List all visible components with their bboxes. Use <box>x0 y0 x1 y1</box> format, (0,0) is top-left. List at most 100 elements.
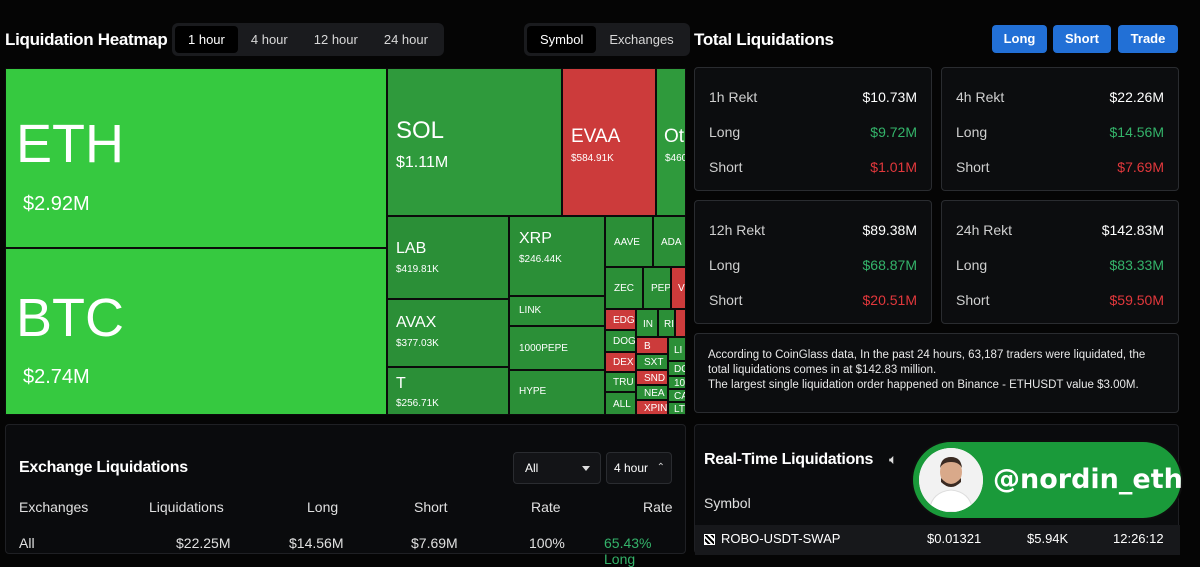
tab-symbol[interactable]: Symbol <box>527 26 597 53</box>
tile-t[interactable]: T $256.71K <box>387 367 509 415</box>
long-label: Long <box>709 124 741 140</box>
tile-xrp[interactable]: XRP $246.44K <box>509 216 605 296</box>
tab-4-hour[interactable]: 4 hour <box>250 32 288 47</box>
tile-v[interactable]: V <box>671 267 686 309</box>
trade-button[interactable]: Trade <box>1118 25 1178 53</box>
tile-b[interactable]: B <box>636 337 668 354</box>
sort-icon: ⌃ <box>656 462 665 473</box>
tile-all[interactable]: ALL <box>605 392 636 415</box>
exchange-title: Exchange Liquidations <box>19 459 188 476</box>
tile-sxt-name: SXT <box>644 357 664 368</box>
tile-nea[interactable]: NEA <box>636 385 668 400</box>
rekt-card-4h: 4h Rekt $22.26M Long $14.56M Short $7.69M <box>941 67 1179 191</box>
mute-icon[interactable]: 🔈︎ <box>889 451 898 467</box>
tile-ri[interactable]: RI <box>658 309 675 337</box>
rekt-total: $142.83M <box>1101 222 1164 238</box>
row-symbol: ROBO-USDT-SWAP <box>721 531 841 546</box>
caret-down-icon <box>582 466 590 471</box>
tile-evaa[interactable]: EVAA $584.91K <box>562 68 656 216</box>
col-rate[interactable]: Rate <box>531 499 561 515</box>
tile-pep-name: PEP <box>651 283 671 294</box>
summary-line-1: According to CoinGlass data, In the past… <box>708 349 1146 361</box>
tile-tru[interactable]: TRU <box>605 372 636 392</box>
short-button[interactable]: Short <box>1053 25 1111 53</box>
row-all-long-rate: 65.43% Long <box>604 535 652 567</box>
summary-line-2: total liquidations comes in at $142.83 m… <box>708 364 937 376</box>
tile-xpin[interactable]: XPIN <box>636 400 668 415</box>
tab-exchanges[interactable]: Exchanges <box>609 32 674 47</box>
rekt-period: 12h Rekt <box>709 222 766 238</box>
tile-avax[interactable]: AVAX $377.03K <box>387 299 509 367</box>
realtime-title: Real-Time Liquidations <box>704 451 874 468</box>
tab-1-hour[interactable]: 1 hour <box>175 26 238 53</box>
tile-edg[interactable]: EDG <box>605 309 636 330</box>
tile-eth[interactable]: ETH $2.92M <box>5 68 387 248</box>
liquidation-summary: According to CoinGlass data, In the past… <box>694 333 1179 413</box>
tile-link[interactable]: LINK <box>509 296 605 326</box>
exchange-period-select[interactable]: 4 hour ⌃ <box>606 452 672 484</box>
tile-dog[interactable]: DOG <box>605 330 636 352</box>
tile-10-name: 10 <box>674 378 686 389</box>
tile-lab[interactable]: LAB $419.81K <box>387 216 509 299</box>
tile-in[interactable]: IN <box>636 309 658 337</box>
tile-dex-name: DEX <box>613 357 634 368</box>
tile-ri-name: RI <box>664 319 674 330</box>
tile-li[interactable]: LI <box>668 337 686 361</box>
tile-ca[interactable]: CA <box>668 389 686 402</box>
tile-pep[interactable]: PEP <box>643 267 671 309</box>
short-label: Short <box>709 159 743 175</box>
tile-zec[interactable]: ZEC <box>605 267 643 309</box>
rekt-card-1h: 1h Rekt $10.73M Long $9.72M Short $1.01M <box>694 67 932 191</box>
long-value: $14.56M <box>1109 124 1164 140</box>
tile-edge-small[interactable] <box>675 309 686 337</box>
tile-li-name: LI <box>674 345 683 356</box>
col-long[interactable]: Long <box>307 499 339 515</box>
tile-lt-name: LT <box>674 404 685 415</box>
col-short[interactable]: Short <box>414 499 448 515</box>
tile-ada[interactable]: ADA <box>653 216 686 267</box>
tile-btc[interactable]: BTC $2.74M <box>5 248 387 415</box>
avatar-portrait-icon <box>919 448 983 512</box>
col-rate-2[interactable]: Rate <box>643 499 673 515</box>
tile-sol-value: $1.11M <box>396 154 449 171</box>
tile-dex[interactable]: DEX <box>605 352 636 372</box>
tile-snd[interactable]: SND <box>636 370 668 385</box>
tile-sol[interactable]: SOL $1.11M <box>387 68 562 216</box>
tile-hype-name: HYPE <box>519 386 547 397</box>
tile-10[interactable]: 10 <box>668 376 686 389</box>
liquidation-treemap: ETH $2.92M BTC $2.74M SOL $1.11M EVAA $5… <box>5 68 686 415</box>
mode-tabs: Symbol Exchanges <box>524 23 690 56</box>
tab-12-hour[interactable]: 12 hour <box>313 32 358 47</box>
exchange-logo-icon <box>704 534 715 545</box>
col-liquidations[interactable]: Liquidations <box>149 499 224 515</box>
row-price: $0.01321 <box>927 531 982 546</box>
tile-xrp-value: $246.44K <box>519 254 562 265</box>
creator-watermark: @nordin_eth <box>913 442 1183 518</box>
rekt-total: $89.38M <box>862 222 917 238</box>
avatar <box>919 448 983 512</box>
col-symbol[interactable]: Symbol <box>704 495 751 511</box>
long-label: Long <box>709 257 741 273</box>
tab-24-hour[interactable]: 24 hour <box>383 32 428 47</box>
tile-zec-name: ZEC <box>614 283 634 294</box>
tile-other[interactable]: Ot $460 <box>656 68 686 216</box>
tile-v-name: V <box>678 283 685 294</box>
rekt-card-12h: 12h Rekt $89.38M Long $68.87M Short $20.51M <box>694 200 932 324</box>
long-button[interactable]: Long <box>992 25 1047 53</box>
tile-do[interactable]: DO <box>668 361 686 376</box>
tile-hype[interactable]: HYPE <box>509 370 605 415</box>
tile-evaa-name: EVAA <box>571 126 621 147</box>
tile-aave[interactable]: AAVE <box>605 216 653 267</box>
tile-lab-value: $419.81K <box>396 264 439 275</box>
realtime-row[interactable]: ROBO-USDT-SWAP $0.01321 $5.94K 12:26:12 <box>695 525 1180 555</box>
short-value: $7.69M <box>1117 159 1164 175</box>
exchange-filter-select[interactable]: All <box>513 452 601 484</box>
tile-sxt[interactable]: SXT <box>636 354 668 370</box>
tile-lt[interactable]: LT <box>668 402 686 415</box>
heatmap-title: Liquidation Heatmap <box>5 30 168 49</box>
rekt-period: 4h Rekt <box>956 89 1005 105</box>
col-exchanges[interactable]: Exchanges <box>19 499 89 515</box>
rekt-period: 24h Rekt <box>956 222 1013 238</box>
tile-eth-name: ETH <box>16 114 124 174</box>
tile-1000pepe[interactable]: 1000PEPE <box>509 326 605 370</box>
